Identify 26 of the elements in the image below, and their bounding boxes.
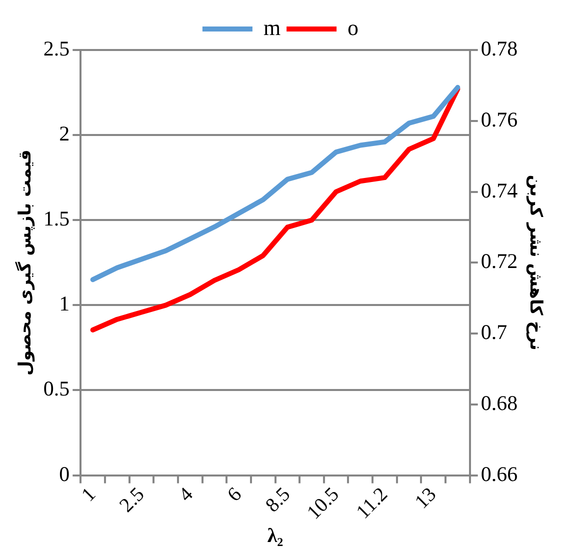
y-tick-label: 0: [59, 462, 70, 486]
y2-tick-label: 0.68: [480, 390, 518, 415]
y-tick-label: 1: [59, 292, 70, 316]
y-axis-title: قیمت بازپس گیری محصول: [14, 150, 36, 376]
y-tick-label: 1.5: [43, 206, 70, 231]
legend-label: m: [263, 14, 281, 40]
y2-tick-label: 0.7: [480, 320, 508, 344]
y2-axis-title: نرخ کاهش نشر کربن: [525, 174, 546, 350]
y2-tick-label: 0.66: [480, 462, 518, 486]
legend-label: o: [348, 14, 359, 40]
x-axis-title: λ₂: [267, 525, 284, 548]
x-tick-label: 11.2: [352, 483, 392, 524]
y2-tick-label: 0.78: [480, 36, 518, 61]
x-tick-label: 13: [410, 483, 441, 514]
y2-tick-label: 0.72: [480, 249, 518, 274]
x-tick-label: 1: [77, 483, 100, 506]
y-tick-label: 0.5: [43, 376, 70, 401]
y-tick-label: 2.5: [43, 36, 70, 61]
y-tick-label: 2: [59, 122, 70, 146]
x-tick-label: 2.5: [115, 483, 149, 517]
x-tick-label: 4: [174, 483, 198, 506]
x-tick-label: 10.5: [303, 483, 344, 524]
x-tick-label: 6: [223, 483, 246, 506]
x-tick-label: 8.5: [261, 483, 295, 517]
y2-tick-label: 0.76: [480, 107, 518, 132]
y2-tick-label: 0.74: [480, 178, 518, 202]
